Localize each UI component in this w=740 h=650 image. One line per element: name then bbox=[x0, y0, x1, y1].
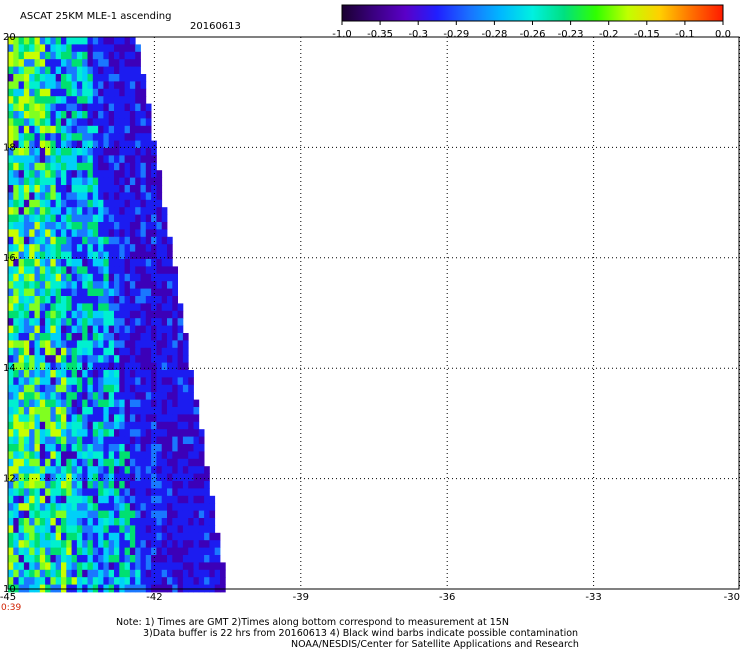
colorbar-tick-label: -1.0 bbox=[332, 29, 352, 40]
x-tick-label: -36 bbox=[439, 592, 455, 603]
colorbar-tick-label: 0.0 bbox=[715, 29, 731, 40]
note-line-2: 3)Data buffer is 22 hrs from 20160613 4)… bbox=[143, 628, 579, 639]
swath-data bbox=[8, 37, 226, 593]
note-line-3: NOAA/NESDIS/Center for Satellite Applica… bbox=[291, 639, 579, 650]
chart-date: 20160613 bbox=[190, 21, 241, 32]
x-tick-label: -30 bbox=[724, 592, 740, 603]
plot-frame bbox=[7, 36, 740, 590]
colorbar-tick-label: -0.1 bbox=[675, 29, 695, 40]
colorbar-tick-label: -0.3 bbox=[408, 29, 428, 40]
colorbar-tick-label: -0.29 bbox=[443, 29, 469, 40]
colorbar-tick-label: -0.15 bbox=[634, 29, 660, 40]
y-tick-label: 10 bbox=[3, 584, 16, 595]
y-tick-label: 16 bbox=[3, 253, 16, 264]
colorbar-tick-label: -0.23 bbox=[558, 29, 584, 40]
note-line-1: Note: 1) Times are GMT 2)Times along bot… bbox=[116, 617, 509, 628]
colorbar-tick-label: -0.26 bbox=[520, 29, 546, 40]
y-tick-label: 14 bbox=[3, 363, 16, 374]
colorbar-tick-label: -0.28 bbox=[481, 29, 507, 40]
y-tick-label: 20 bbox=[3, 32, 16, 43]
x-tick-label: -42 bbox=[146, 592, 162, 603]
colorbar: -1.0 -0.35 -0.3 -0.29 -0.28 -0.26 -0.23 -0.2 -0.… bbox=[332, 4, 731, 40]
chart-title: ASCAT 25KM MLE-1 ascending bbox=[20, 11, 172, 22]
colorbar-tick-label: -0.35 bbox=[367, 29, 393, 40]
x-tick-label: -45 bbox=[0, 592, 16, 603]
time-label: 0:39 bbox=[1, 603, 21, 613]
x-axis-labels: -45 -42 -39 -36 -33 -30 bbox=[0, 592, 740, 603]
x-tick-label: -39 bbox=[293, 592, 309, 603]
y-axis-labels: 20 18 16 14 12 10 bbox=[3, 32, 16, 595]
colorbar-tick-label: -0.2 bbox=[599, 29, 619, 40]
y-tick-label: 18 bbox=[3, 142, 16, 153]
x-tick-label: -33 bbox=[585, 592, 601, 603]
y-tick-label: 12 bbox=[3, 474, 16, 485]
